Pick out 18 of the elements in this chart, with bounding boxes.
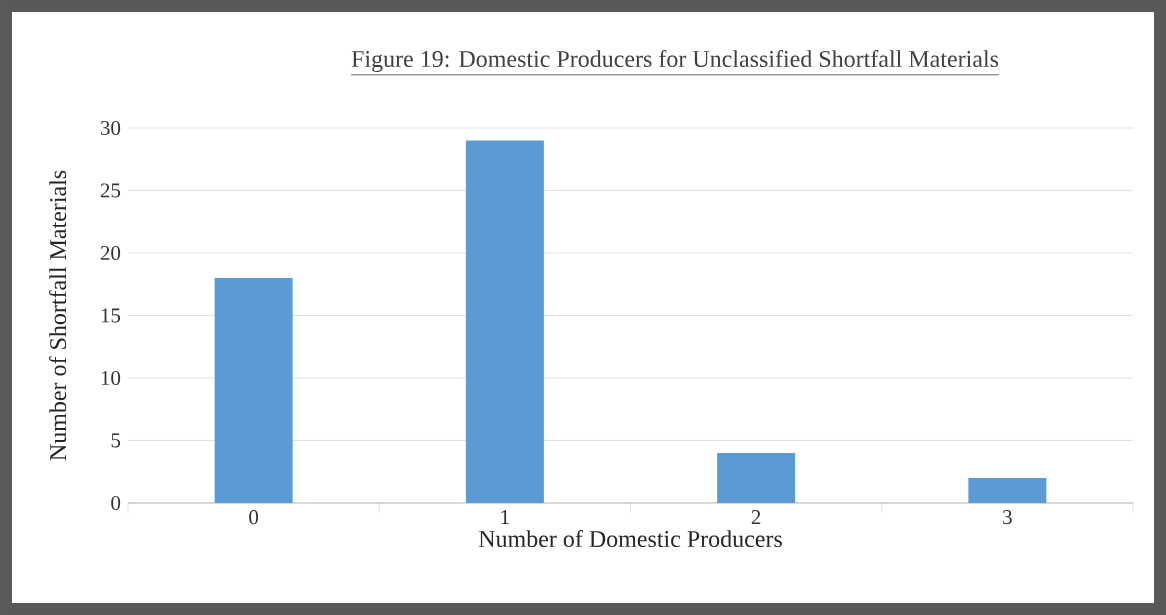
y-tick-label: 30 bbox=[100, 120, 121, 136]
y-tick-label: 20 bbox=[100, 245, 121, 261]
y-axis-title: Number of Shortfall Materials bbox=[49, 170, 67, 461]
y-tick-label: 5 bbox=[111, 433, 121, 448]
chart-title: Figure 19: Domestic Producers for Unclassified Shortfall Materials bbox=[351, 49, 999, 73]
bar bbox=[214, 277, 293, 503]
x-tick-label: 3 bbox=[1003, 510, 1012, 525]
bar bbox=[968, 477, 1047, 503]
y-tick-label: 10 bbox=[101, 370, 121, 386]
bar bbox=[717, 452, 796, 503]
x-axis-title: Number of Domestic Producers bbox=[478, 529, 782, 548]
x-tick-label: 0 bbox=[249, 510, 259, 525]
x-tick-label: 2 bbox=[751, 510, 761, 524]
y-tick-label: 15 bbox=[101, 308, 121, 323]
x-tick-label: 1 bbox=[501, 510, 509, 524]
y-tick-label: 0 bbox=[111, 495, 121, 511]
bar bbox=[465, 140, 544, 503]
y-tick-label: 25 bbox=[100, 183, 121, 198]
